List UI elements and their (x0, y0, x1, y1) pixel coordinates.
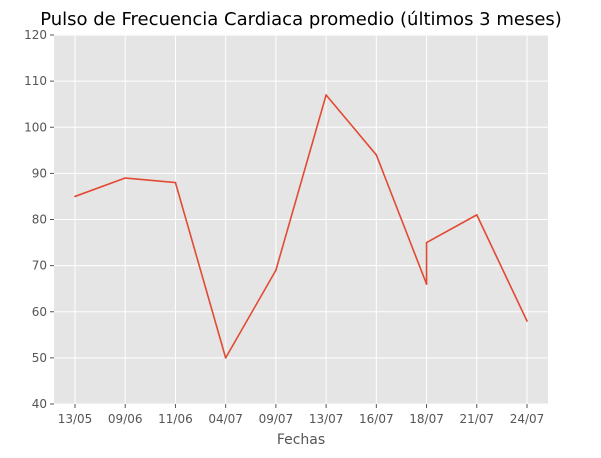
x-tick-label: 18/07 (409, 412, 444, 426)
y-tick-label: 90 (32, 166, 47, 180)
x-tick-label: 24/07 (510, 412, 545, 426)
y-tick-label: 50 (32, 351, 47, 365)
data-point (174, 181, 177, 184)
x-tick-label: 16/07 (359, 412, 394, 426)
x-axis-ticks: 13/05 09/06 11/06 04/07 09/07 13/07 16/07 18/07… (58, 404, 545, 426)
data-point (526, 320, 528, 322)
data-point (325, 94, 327, 96)
series-layer (74, 94, 528, 359)
data-point (375, 154, 378, 156)
data-point (124, 177, 127, 179)
y-tick-label: 60 (32, 305, 47, 319)
x-tick-label: 04/07 (208, 412, 243, 426)
data-point (74, 195, 76, 198)
x-tick-label: 21/07 (459, 412, 494, 426)
x-tick-label: 13/05 (58, 412, 93, 426)
data-point (275, 269, 277, 272)
x-axis-label: Fechas (277, 432, 325, 448)
y-axis-ticks: 40 50 60 70 80 90 100 110 120 (24, 28, 54, 411)
data-point (425, 241, 428, 244)
y-tick-label: 70 (32, 259, 47, 273)
y-tick-label: 80 (32, 213, 47, 227)
data-point (224, 357, 227, 359)
data-point (425, 283, 428, 285)
y-tick-label: 120 (24, 28, 47, 42)
x-tick-label: 09/06 (108, 412, 143, 426)
data-point (475, 214, 478, 216)
x-tick-label: 11/06 (158, 412, 193, 426)
y-tick-label: 40 (32, 397, 47, 411)
grid-lines (54, 34, 548, 405)
x-tick-label: 09/07 (259, 412, 294, 426)
y-tick-label: 110 (24, 74, 47, 88)
chart-title: Pulso de Frecuencia Cardiaca promedio (ú… (40, 9, 562, 30)
y-tick-label: 100 (24, 120, 47, 134)
x-tick-label: 13/07 (309, 412, 344, 426)
